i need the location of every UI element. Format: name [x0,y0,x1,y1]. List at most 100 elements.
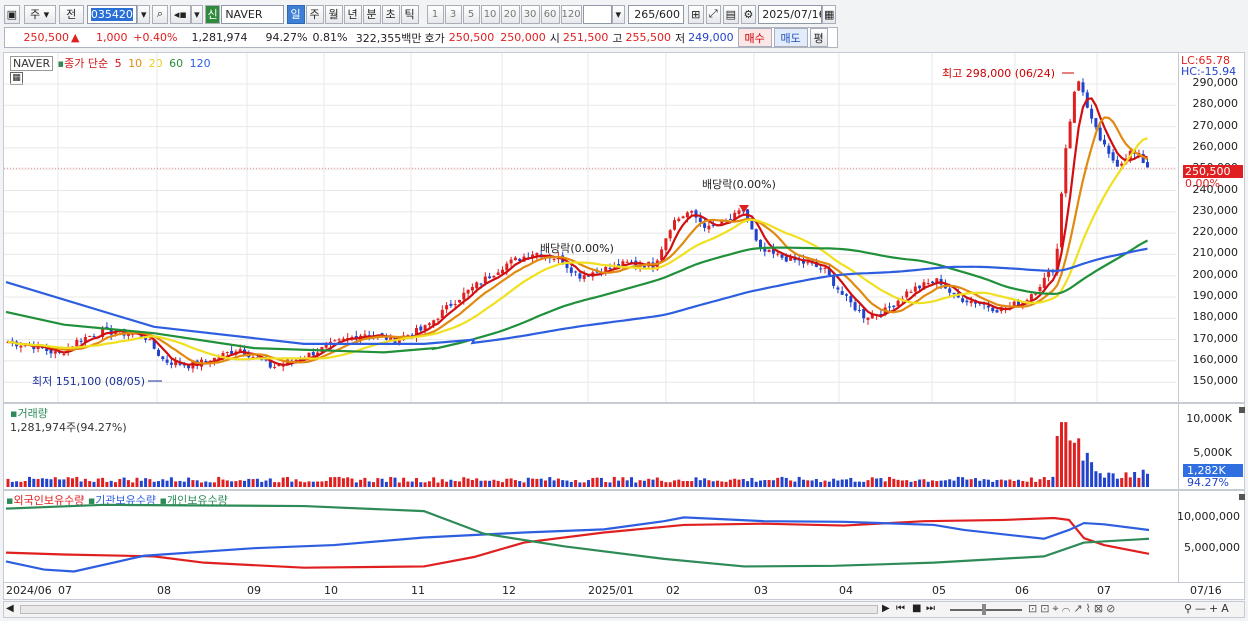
candle-body-155 [673,220,676,230]
calendar-icon[interactable]: ▦ [822,4,836,24]
code-input[interactable]: 035420 [86,4,138,24]
fullscreen-icon[interactable]: ⤢ [705,4,722,24]
volume-bar-235 [1017,479,1020,487]
scroll-left-icon[interactable]: ◀ [6,603,14,614]
holdings-panel[interactable]: ▪외국인보유수량 ▪기관보유수량 ▪개인보유수량 10,000,000 5,00… [3,490,1245,583]
volume-bar-264 [1141,469,1145,487]
volume-panel[interactable]: ▪거래량 1,281,974주(94.27%) 10,000K 5,000K 1… [3,403,1245,490]
volume-bar-212 [918,479,922,487]
price-tick-2: 270,000 [1192,118,1239,132]
holdings-close-icon[interactable] [1239,494,1245,500]
zoom-slider-handle[interactable] [982,604,986,615]
volume-bar-52 [230,481,234,487]
volume-bar-40 [178,480,182,487]
layout-icon[interactable]: ▣ [4,4,20,24]
drawing-tools-icons[interactable]: ⊡⊡⌖⌒↗⌇⊠⊘ [1028,602,1119,615]
interval-dropdown-icon[interactable]: ▾ [611,4,625,24]
interval-120[interactable]: 120 [560,4,582,24]
volume-bar-82 [359,479,363,487]
sell-button[interactable]: 매도 [773,28,808,47]
volume-bar-214 [926,481,930,487]
period-2[interactable]: 월 [324,4,343,24]
volume-bar-171 [741,479,745,487]
period-0[interactable]: 일 [286,4,305,24]
candle-body-35 [157,349,160,356]
stock-name-field[interactable]: NAVER [221,4,284,24]
save-icon[interactable]: ▤ [723,4,739,24]
candle-body-229 [991,307,995,312]
avg-button[interactable]: 평 [809,28,828,47]
period-5[interactable]: 초 [381,4,400,24]
volume-bar-225 [974,478,977,487]
volume-bar-48 [212,482,216,487]
period-1[interactable]: 주 [305,4,324,24]
candle-body-130 [565,263,569,268]
volume-bar-71 [311,481,315,487]
price-panel[interactable]: NAVER ▪종가 단순 5 10 20 60 120 ▦ 최고 298,000… [3,52,1245,403]
interval-3[interactable]: 3 [444,4,462,24]
volume-bar-239 [1034,481,1038,487]
volume-bar-142 [617,480,621,487]
candle-body-91 [397,338,401,344]
zoom-icon[interactable]: ⊞ [687,4,704,24]
rewind-icon[interactable]: ⏮ [896,603,905,614]
interval-60[interactable]: 60 [540,4,560,24]
volume-value: 1,281,974 [191,31,248,44]
candle-body-166 [720,220,724,225]
candle-body-144 [625,261,629,263]
zoom-controls-icons[interactable]: ⚲—+A [1184,602,1232,615]
interval-10[interactable]: 10 [480,4,500,24]
period-4[interactable]: 분 [362,4,381,24]
count-field[interactable]: 265/600 [627,4,684,24]
forward-icon[interactable]: ⏭ [926,603,935,614]
market-select[interactable]: 주 ▾ [23,4,56,24]
sound-icon[interactable]: ◂▪ [169,4,192,24]
candle-body-219 [948,288,952,293]
date-field[interactable]: 2025/07/16 [758,4,823,24]
volume-bar-94 [410,481,414,487]
volume-bar-118 [513,480,517,487]
search-icon[interactable]: ⌕ [152,4,168,24]
candle-body-38 [169,362,173,365]
scroll-right-icon[interactable]: ▶ [882,603,890,614]
interval-30[interactable]: 30 [520,4,540,24]
stop-icon[interactable]: ■ [912,603,922,614]
period-3[interactable]: 년 [343,4,362,24]
candle-body-186 [806,262,810,264]
volume-close-icon[interactable] [1239,407,1245,413]
volume-bar-75 [329,477,332,487]
sound-dropdown-icon[interactable]: ▾ [191,4,203,24]
candle-body-122 [531,254,535,259]
price-tick-0: 290,000 [1192,76,1239,89]
interval-1[interactable]: 1 [426,4,444,24]
ma120-line [5,247,1148,345]
volume-bar-53 [234,481,238,487]
interval-20[interactable]: 20 [500,4,520,24]
shin-badge[interactable]: 신 [204,4,221,24]
price-tick-3: 260,000 [1192,139,1239,153]
horizontal-scrollbar[interactable] [20,605,878,614]
code-dropdown-icon[interactable]: ▾ [137,4,151,24]
volume-bar-54 [238,480,242,487]
volume-bar-55 [243,480,246,487]
candle-body-118 [513,257,517,261]
volume-bar-246 [1064,422,1068,487]
interval-5[interactable]: 5 [462,4,480,24]
zoom-slider[interactable] [950,609,1022,611]
buy-button[interactable]: 매수 [737,28,772,47]
volume-bar-104 [453,481,457,487]
candle-body-34 [152,339,156,349]
candle-body-50 [221,353,225,357]
custom-interval-field[interactable] [582,4,612,24]
candle-body-254 [1098,127,1102,141]
gear-icon[interactable]: ⚙ [740,4,757,24]
prefix-button[interactable]: 전 [58,4,84,24]
volume-bar-31 [139,480,143,487]
candle-body-230 [995,310,999,313]
candle-body-253 [1094,118,1098,128]
volume-bar-133 [578,482,582,487]
volume-bar-244 [1055,436,1059,487]
candle-body-192 [832,275,836,286]
period-6[interactable]: 틱 [400,4,419,24]
candle-body-111 [483,276,487,284]
